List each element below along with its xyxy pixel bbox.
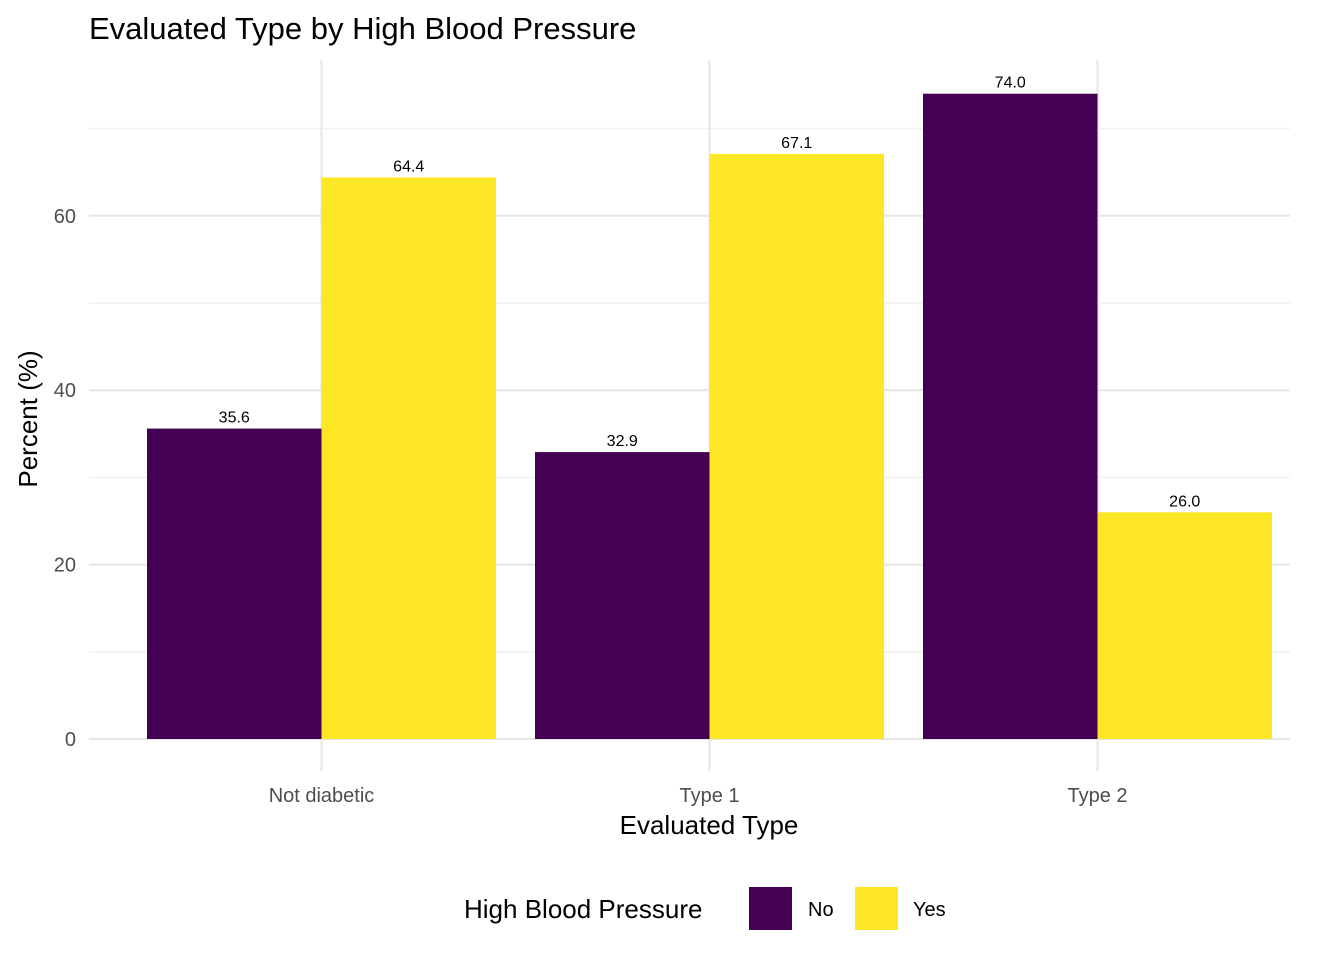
bar-no-0 <box>147 428 322 739</box>
x-tick-label: Type 1 <box>679 785 739 807</box>
legend-title: High Blood Pressure <box>464 894 702 924</box>
bar-yes-1 <box>709 153 884 739</box>
legend: High Blood Pressure No Yes <box>464 887 946 930</box>
chart-title: Evaluated Type by High Blood Pressure <box>89 11 636 46</box>
y-tick-label: 40 <box>54 380 76 402</box>
bar-value-label: 74.0 <box>995 75 1026 92</box>
bar-value-labels: 35.6 32.9 74.0 64.4 67.1 26.0 <box>219 75 1201 511</box>
bar-value-label: 35.6 <box>219 410 250 427</box>
y-tick-label: 20 <box>54 555 76 577</box>
y-axis-title: Percent (%) <box>13 350 43 487</box>
legend-label-no: No <box>808 899 834 921</box>
axis-ticks: 0 20 40 60 Not diabetic Type 1 Type 2 <box>54 206 1128 807</box>
bar-no-2 <box>923 93 1098 740</box>
x-tick-label: Not diabetic <box>269 785 375 807</box>
bar-value-label: 67.1 <box>781 135 812 152</box>
bar-value-label: 64.4 <box>393 158 424 175</box>
bar-value-label: 32.9 <box>607 433 638 450</box>
y-tick-label: 0 <box>65 729 76 751</box>
y-tick-label: 60 <box>54 206 76 228</box>
bar-value-label: 26.0 <box>1169 493 1200 510</box>
bar-no-1 <box>535 452 710 739</box>
x-tick-label: Type 2 <box>1067 785 1127 807</box>
legend-label-yes: Yes <box>913 899 946 921</box>
bar-yes-2 <box>1097 512 1272 739</box>
legend-swatch-yes <box>855 887 898 930</box>
x-axis-title: Evaluated Type <box>620 810 799 840</box>
bars <box>147 93 1272 740</box>
legend-swatch-no <box>749 887 792 930</box>
bar-yes-0 <box>321 177 496 739</box>
